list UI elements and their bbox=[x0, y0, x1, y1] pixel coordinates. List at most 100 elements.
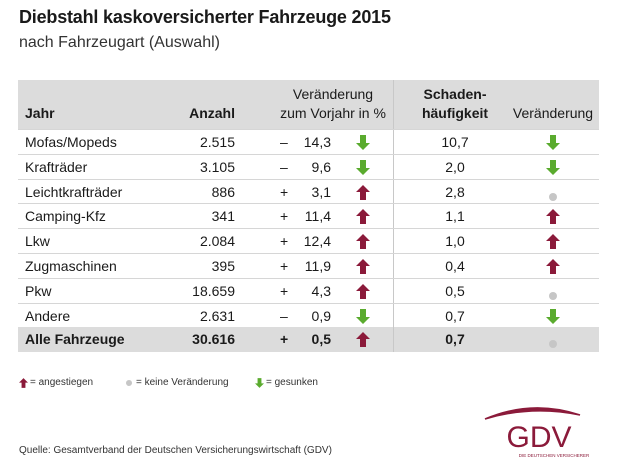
claim-frequency: 1,0 bbox=[445, 233, 465, 250]
arrow-down-icon bbox=[255, 377, 264, 388]
legend-down-label: = gesunken bbox=[266, 377, 318, 388]
dot-icon bbox=[546, 185, 560, 201]
theft-table: Jahr Anzahl Veränderung zum Vorjahr in %… bbox=[18, 80, 599, 353]
arrow-up-icon bbox=[356, 184, 370, 200]
arrow-down-icon bbox=[546, 308, 560, 324]
vehicle-type: Pkw bbox=[25, 282, 52, 299]
table-row: Leichtkrafträder 886 +3,1 2,8 bbox=[18, 178, 599, 204]
claim-frequency: 0,7 bbox=[445, 307, 465, 324]
dot-icon bbox=[546, 284, 560, 300]
theft-count: 30.616 bbox=[192, 331, 235, 348]
column-divider bbox=[393, 130, 394, 154]
legend-none-label: = keine Veränderung bbox=[136, 377, 229, 388]
arrow-down-icon bbox=[356, 308, 370, 324]
theft-count: 18.659 bbox=[192, 282, 235, 299]
arrow-up-icon bbox=[546, 258, 560, 274]
theft-count: 2.515 bbox=[199, 134, 235, 150]
change-sign: + bbox=[280, 183, 289, 200]
table-row: Mofas/Mopeds 2.515 –14,3 10,7 bbox=[18, 129, 599, 154]
column-divider bbox=[393, 204, 394, 229]
column-divider bbox=[393, 278, 394, 303]
header-jahr: Jahr bbox=[25, 105, 55, 121]
header-anzahl: Anzahl bbox=[189, 105, 235, 121]
svg-text:GDV: GDV bbox=[506, 421, 571, 454]
arrow-up-icon bbox=[546, 209, 560, 225]
gdv-logo: GDV DIE DEUTSCHEN VERSICHERER bbox=[484, 407, 590, 458]
source-note: Quelle: Gesamtverband der Deutschen Vers… bbox=[19, 445, 332, 456]
change-percent: 0,9 bbox=[311, 307, 331, 324]
claim-frequency: 0,7 bbox=[445, 331, 465, 348]
theft-count: 2.631 bbox=[199, 307, 235, 324]
arrow-down-icon bbox=[356, 135, 370, 150]
change-percent: 9,6 bbox=[311, 158, 331, 175]
theft-count: 886 bbox=[211, 183, 235, 200]
arrow-up-icon bbox=[356, 234, 370, 250]
vehicle-type: Camping-Kfz bbox=[25, 208, 106, 225]
change-percent: 4,3 bbox=[311, 282, 331, 299]
page-title: Diebstahl kaskoversicherter Fahrzeuge 20… bbox=[19, 7, 391, 27]
claim-frequency: 0,5 bbox=[445, 282, 465, 299]
claim-frequency: 0,4 bbox=[445, 257, 465, 274]
column-divider bbox=[393, 253, 394, 278]
vehicle-type: Mofas/Mopeds bbox=[25, 134, 117, 150]
claim-frequency: 2,0 bbox=[445, 158, 465, 175]
table-body: Mofas/Mopeds 2.515–14,3 10,7 Krafträder 3.10… bbox=[18, 129, 599, 353]
claim-frequency: 1,1 bbox=[445, 208, 465, 225]
legend-none: = keine Veränderung bbox=[124, 377, 229, 388]
header-frequency-change: Veränderung bbox=[512, 105, 594, 121]
column-divider bbox=[393, 154, 394, 179]
change-percent: 11,4 bbox=[304, 208, 331, 225]
legend-up-label: = angestiegen bbox=[30, 377, 94, 388]
vehicle-type: Leichtkrafträder bbox=[25, 183, 123, 200]
theft-count: 3.105 bbox=[199, 158, 235, 175]
column-divider bbox=[393, 179, 394, 204]
change-sign: + bbox=[280, 282, 289, 299]
column-divider bbox=[393, 327, 394, 353]
arrow-up-icon bbox=[356, 258, 370, 274]
change-percent: 3,1 bbox=[311, 183, 331, 200]
vehicle-type: Alle Fahrzeuge bbox=[25, 331, 125, 348]
vehicle-type: Zugmaschinen bbox=[25, 257, 117, 274]
dot-icon bbox=[126, 379, 132, 386]
change-percent: 0,5 bbox=[311, 331, 331, 348]
column-divider bbox=[393, 80, 394, 129]
change-sign: + bbox=[280, 208, 289, 225]
table-row: Lkw 2.084 +12,4 1,0 bbox=[18, 228, 599, 253]
change-sign: + bbox=[280, 257, 289, 274]
header-frequency-line2: häufigkeit bbox=[421, 105, 489, 121]
arrow-down-icon bbox=[356, 159, 370, 175]
column-divider bbox=[393, 303, 394, 328]
svg-text:DIE DEUTSCHEN VERSICHERER: DIE DEUTSCHEN VERSICHERER bbox=[519, 453, 590, 458]
change-percent: 12,4 bbox=[303, 233, 331, 250]
change-percent: 14,3 bbox=[303, 134, 331, 150]
arrow-up-icon bbox=[546, 234, 560, 250]
table-row: Camping-Kfz 341 +11,4 1,1 bbox=[18, 203, 599, 229]
change-sign: – bbox=[280, 134, 288, 150]
claim-frequency: 2,8 bbox=[445, 183, 465, 200]
table-row: Andere 2.631 – 0,9 0,7 bbox=[18, 302, 599, 328]
change-sign: – bbox=[280, 307, 288, 324]
theft-count: 341 bbox=[211, 208, 235, 225]
change-sign: + bbox=[280, 331, 289, 348]
table-total-row: Alle Fahrzeuge 30.616 +0,5 0,7 bbox=[18, 327, 599, 353]
vehicle-type: Lkw bbox=[25, 233, 50, 250]
vehicle-type: Andere bbox=[25, 307, 71, 324]
arrow-up-icon bbox=[356, 283, 370, 299]
column-divider bbox=[393, 229, 394, 253]
change-sign: + bbox=[280, 233, 289, 250]
table-header: Jahr Anzahl Veränderung zum Vorjahr in %… bbox=[18, 80, 599, 129]
arrow-down-icon bbox=[546, 159, 560, 175]
arrow-up-icon bbox=[356, 332, 370, 348]
header-frequency-line1: Schaden- bbox=[423, 86, 487, 102]
table-row: Pkw 18.659 +4,3 0,5 bbox=[18, 277, 599, 303]
arrow-up-icon bbox=[19, 377, 28, 388]
table-row: Krafträder 3.105 – 9,6 2,0 bbox=[18, 153, 599, 179]
legend-down: = gesunken bbox=[255, 377, 318, 388]
change-percent: 11,9 bbox=[304, 257, 331, 274]
legend-up: = angestiegen bbox=[19, 377, 93, 388]
dot-icon bbox=[546, 332, 560, 349]
arrow-up-icon bbox=[356, 209, 370, 225]
vehicle-type: Krafträder bbox=[25, 158, 88, 175]
page-subtitle: nach Fahrzeugart (Auswahl) bbox=[19, 34, 220, 51]
theft-count: 2.084 bbox=[199, 233, 235, 250]
